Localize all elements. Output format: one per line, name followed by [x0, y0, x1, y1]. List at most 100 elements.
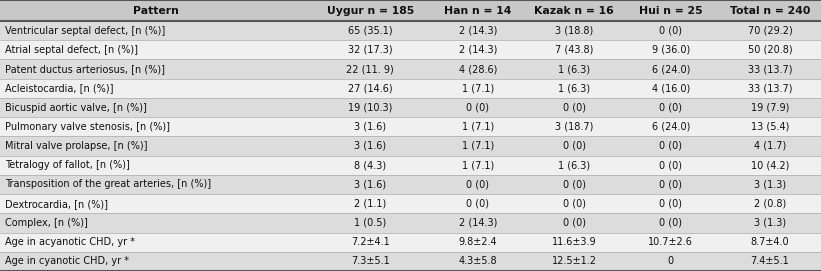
Bar — [429, 0, 526, 21]
Bar — [429, 213, 526, 233]
Bar — [526, 175, 622, 194]
Text: 6 (24.0): 6 (24.0) — [652, 64, 690, 74]
Text: Total n = 240: Total n = 240 — [730, 5, 810, 15]
Bar — [429, 233, 526, 252]
Bar — [622, 40, 719, 59]
Bar — [429, 21, 526, 40]
Text: Transposition of the great arteries, [n (%)]: Transposition of the great arteries, [n … — [5, 179, 211, 189]
Bar — [0, 213, 311, 233]
Text: 7.2±4.1: 7.2±4.1 — [351, 237, 390, 247]
Text: 7 (43.8): 7 (43.8) — [555, 45, 594, 55]
Bar — [526, 252, 622, 271]
Text: 0 (0): 0 (0) — [466, 199, 489, 209]
Bar — [311, 117, 429, 136]
Bar — [0, 40, 311, 59]
Text: 2 (0.8): 2 (0.8) — [754, 199, 787, 209]
Bar — [719, 117, 821, 136]
Bar — [526, 0, 622, 21]
Text: 4.3±5.8: 4.3±5.8 — [458, 256, 497, 266]
Bar — [311, 194, 429, 213]
Text: 7.4±5.1: 7.4±5.1 — [750, 256, 790, 266]
Text: 2 (1.1): 2 (1.1) — [354, 199, 387, 209]
Bar — [311, 79, 429, 98]
Text: 0 (0): 0 (0) — [562, 141, 585, 151]
Text: Tetralogy of fallot, [n (%)]: Tetralogy of fallot, [n (%)] — [5, 160, 130, 170]
Bar — [719, 79, 821, 98]
Text: 3 (18.8): 3 (18.8) — [555, 26, 594, 36]
Text: Complex, [n (%)]: Complex, [n (%)] — [5, 218, 88, 228]
Bar — [429, 194, 526, 213]
Bar — [0, 136, 311, 156]
Bar — [719, 59, 821, 79]
Text: Atrial septal defect, [n (%)]: Atrial septal defect, [n (%)] — [5, 45, 138, 55]
Text: Age in cyanotic CHD, yr *: Age in cyanotic CHD, yr * — [5, 256, 129, 266]
Text: 19 (10.3): 19 (10.3) — [348, 102, 392, 112]
Bar — [311, 213, 429, 233]
Bar — [526, 98, 622, 117]
Text: Patent ductus arteriosus, [n (%)]: Patent ductus arteriosus, [n (%)] — [5, 64, 165, 74]
Text: 0 (0): 0 (0) — [562, 179, 585, 189]
Text: 4 (1.7): 4 (1.7) — [754, 141, 787, 151]
Bar — [622, 0, 719, 21]
Text: 0 (0): 0 (0) — [659, 102, 682, 112]
Bar — [526, 136, 622, 156]
Text: 0: 0 — [667, 256, 674, 266]
Bar — [429, 59, 526, 79]
Text: 3 (1.3): 3 (1.3) — [754, 179, 786, 189]
Text: Ventricular septal defect, [n (%)]: Ventricular septal defect, [n (%)] — [5, 26, 165, 36]
Bar — [719, 40, 821, 59]
Bar — [526, 117, 622, 136]
Bar — [0, 175, 311, 194]
Text: Hui n = 25: Hui n = 25 — [639, 5, 703, 15]
Bar — [719, 175, 821, 194]
Bar — [622, 98, 719, 117]
Bar — [0, 0, 311, 21]
Bar — [429, 117, 526, 136]
Bar — [429, 40, 526, 59]
Bar — [311, 156, 429, 175]
Bar — [622, 21, 719, 40]
Text: 1 (0.5): 1 (0.5) — [354, 218, 387, 228]
Text: 0 (0): 0 (0) — [659, 218, 682, 228]
Text: 0 (0): 0 (0) — [562, 218, 585, 228]
Text: 32 (17.3): 32 (17.3) — [348, 45, 392, 55]
Bar — [429, 156, 526, 175]
Bar — [719, 98, 821, 117]
Text: Acleistocardia, [n (%)]: Acleistocardia, [n (%)] — [5, 83, 113, 93]
Text: 2 (14.3): 2 (14.3) — [458, 26, 497, 36]
Text: 1 (6.3): 1 (6.3) — [558, 64, 590, 74]
Text: Pulmonary valve stenosis, [n (%)]: Pulmonary valve stenosis, [n (%)] — [5, 122, 170, 132]
Text: Pattern: Pattern — [133, 5, 178, 15]
Text: 33 (13.7): 33 (13.7) — [748, 83, 792, 93]
Bar — [622, 252, 719, 271]
Bar — [719, 233, 821, 252]
Bar — [526, 156, 622, 175]
Bar — [0, 79, 311, 98]
Text: Age in acyanotic CHD, yr *: Age in acyanotic CHD, yr * — [5, 237, 135, 247]
Bar — [526, 59, 622, 79]
Text: 0 (0): 0 (0) — [659, 160, 682, 170]
Text: 9.8±2.4: 9.8±2.4 — [458, 237, 497, 247]
Bar — [622, 59, 719, 79]
Bar — [311, 233, 429, 252]
Bar — [719, 0, 821, 21]
Bar — [0, 117, 311, 136]
Text: 27 (14.6): 27 (14.6) — [348, 83, 392, 93]
Text: Uygur n = 185: Uygur n = 185 — [327, 5, 414, 15]
Text: Dextrocardia, [n (%)]: Dextrocardia, [n (%)] — [5, 199, 108, 209]
Bar — [429, 98, 526, 117]
Text: 0 (0): 0 (0) — [659, 141, 682, 151]
Bar — [311, 0, 429, 21]
Text: 0 (0): 0 (0) — [562, 102, 585, 112]
Text: 19 (7.9): 19 (7.9) — [751, 102, 789, 112]
Bar — [0, 252, 311, 271]
Text: 0 (0): 0 (0) — [659, 26, 682, 36]
Bar — [311, 98, 429, 117]
Text: 6 (24.0): 6 (24.0) — [652, 122, 690, 132]
Bar — [0, 156, 311, 175]
Bar — [622, 136, 719, 156]
Bar — [719, 136, 821, 156]
Bar — [622, 175, 719, 194]
Bar — [429, 136, 526, 156]
Text: 3 (1.6): 3 (1.6) — [355, 141, 387, 151]
